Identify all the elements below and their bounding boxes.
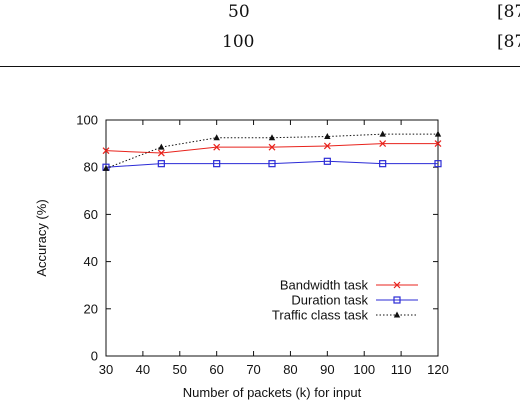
legend-label: Traffic class task [272, 308, 369, 323]
x-tick-label: 110 [391, 362, 412, 377]
x-tick-label: 100 [353, 362, 375, 377]
data-point [213, 160, 221, 168]
y-tick-label: 40 [84, 254, 98, 269]
data-point [213, 134, 220, 141]
data-point [102, 147, 110, 155]
x-tick-label: 80 [283, 362, 297, 377]
data-point [157, 160, 165, 168]
x-tick-label: 60 [209, 362, 223, 377]
data-point [379, 130, 386, 137]
table-cell-k: 50 [228, 2, 250, 22]
table-fragment: 50 [87 100 [87 [0, 0, 520, 70]
legend-label: Duration task [291, 293, 368, 308]
x-axis-label: Number of packets (k) for input [183, 385, 362, 400]
data-point [434, 140, 442, 148]
data-point [393, 296, 401, 304]
x-tick-label: 50 [173, 362, 187, 377]
data-point [102, 164, 110, 171]
data-point [213, 143, 221, 151]
data-point [158, 143, 165, 150]
series-layer [102, 130, 442, 171]
plot-axes: 30 40 50 60 70 80 90 100 110 120 0 20 40 60 80 100 [76, 113, 449, 378]
y-tick-label: 80 [84, 160, 98, 175]
x-tick-label: 120 [427, 362, 449, 377]
table-bottom-rule [0, 66, 520, 67]
data-point [393, 281, 401, 289]
y-tick-label: 20 [84, 301, 98, 316]
x-tick-label: 30 [99, 362, 113, 377]
data-point [323, 142, 331, 150]
x-tick-label: 90 [320, 362, 334, 377]
data-point [268, 134, 276, 141]
table-cell-k: 100 [222, 32, 255, 52]
y-tick-label: 0 [91, 349, 98, 364]
y-axis-label: Accuracy (%) [34, 199, 49, 276]
data-point [379, 160, 387, 168]
series-line [105, 160, 438, 168]
data-point [268, 143, 276, 151]
plot-frame [105, 119, 439, 357]
data-point [434, 130, 442, 137]
data-point [324, 133, 331, 140]
table-cell-value: [87 [497, 2, 520, 22]
x-tick-label: 40 [136, 362, 150, 377]
table-cell-value: [87 [497, 32, 520, 52]
y-tick-label: 100 [76, 113, 98, 128]
series-line [105, 143, 438, 154]
data-point [393, 311, 401, 318]
data-point [434, 160, 442, 168]
legend-label: Bandwidth task [280, 278, 369, 293]
data-point [268, 160, 276, 168]
x-tick-label: 70 [246, 362, 260, 377]
data-point [323, 157, 331, 165]
data-point [157, 149, 165, 157]
data-point [379, 140, 387, 148]
y-tick-label: 60 [84, 207, 98, 222]
